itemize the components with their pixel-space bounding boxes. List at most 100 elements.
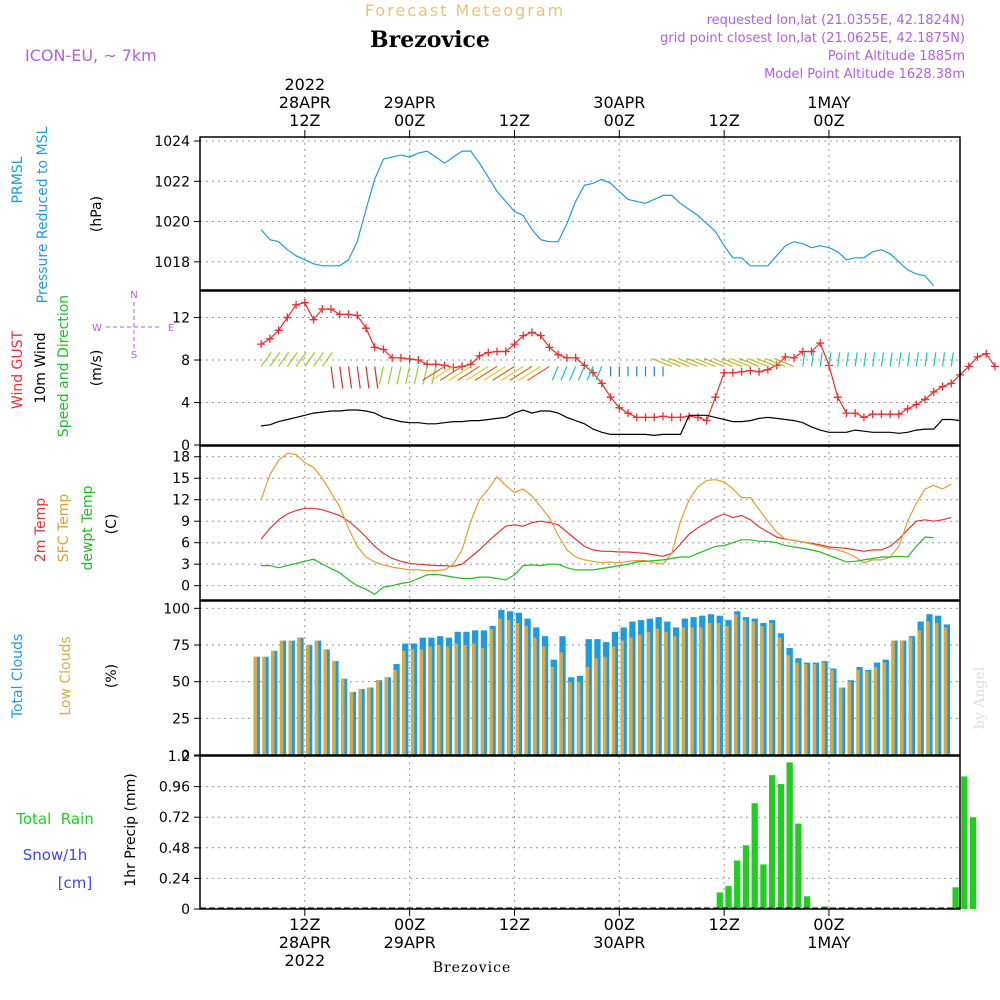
compass-s: S [131, 350, 137, 361]
wind-arrow [924, 352, 928, 367]
sfc-temp-label: SFC Temp [56, 494, 72, 563]
rain-bar [769, 775, 776, 909]
temperature-panel: 0 3 6 9 12 15 18 [172, 445, 961, 601]
low-cloud-bar [340, 678, 345, 755]
wind-arrow [304, 352, 316, 367]
low-cloud-bar [323, 649, 327, 755]
time-label: 30APR [593, 933, 645, 952]
wind-unit: (m/s) [89, 350, 105, 387]
y-tick-label: 0.96 [159, 780, 190, 796]
time-label: 12Z [499, 111, 530, 130]
low-cloud-bar [917, 630, 922, 755]
gust-marker [781, 352, 790, 361]
time-label: 29APR [384, 933, 436, 952]
wind-arrow [703, 357, 725, 367]
y-tick-label: 50 [172, 675, 190, 691]
low-cloud-bar [349, 691, 354, 755]
low-cloud-bar [865, 671, 869, 755]
time-label: 12Z [708, 915, 739, 934]
gust-marker [728, 368, 737, 377]
low-cloud-bar [908, 637, 913, 755]
rain-bar [725, 886, 732, 909]
precip-labels: Total Rain Snow/1h [cm] 1hr Precip (mm) [15, 773, 139, 892]
low-cloud-bar [498, 618, 502, 755]
gust-marker [440, 361, 449, 370]
gust-marker [676, 413, 685, 422]
low-cloud-bar [725, 625, 729, 755]
low-cloud-bar [769, 623, 773, 755]
y-tick-label: 3 [181, 557, 190, 573]
wind-arrow [295, 352, 307, 367]
wind-arrow [915, 352, 919, 367]
low-cloud-bar [935, 623, 939, 755]
gust-marker [283, 313, 292, 322]
wind-arrow [854, 352, 858, 367]
gust-marker [641, 413, 650, 422]
wind-arrow [448, 365, 472, 381]
gust-marker [606, 393, 615, 402]
y-tick-label: 1020 [154, 215, 190, 231]
low-cloud-bar [524, 625, 528, 755]
y-tick-label: 8 [181, 353, 190, 369]
gust-marker [903, 404, 912, 413]
wind-arrow [819, 352, 823, 367]
low-cloud-bar [856, 669, 860, 755]
low-cloud-bar [690, 627, 694, 755]
low-cloud-bar [611, 646, 616, 755]
model-altitude: Model Point Altitude 1628.38m [764, 67, 965, 82]
panel-frame [199, 755, 961, 910]
compass-rose: N S W E [92, 290, 174, 361]
gust-marker [702, 416, 711, 425]
low-cloud-bar [480, 647, 485, 755]
time-label: 12Z [289, 915, 320, 934]
y-tick-label: 12 [172, 493, 190, 509]
gust-marker [615, 403, 624, 412]
rain-bar [969, 817, 977, 909]
low-cloud-bar [926, 621, 930, 755]
wind-arrow [712, 357, 734, 367]
compass-w: W [92, 323, 102, 334]
series-line-2m-temp [260, 507, 952, 567]
time-label: 28APR [279, 93, 331, 112]
low-cloud-bar [550, 667, 555, 755]
model-label: ICON-EU, ~ 7km [25, 46, 157, 65]
low-cloud-bar [603, 656, 607, 755]
product-title: Forecast Meteogram [365, 1, 565, 20]
low-cloud-bar [742, 620, 747, 755]
gust-marker [265, 334, 274, 343]
low-cloud-bar [332, 661, 336, 755]
wind-arrow [387, 366, 393, 385]
series-line-sfc-temp [260, 452, 952, 572]
wind-arrow [509, 365, 533, 381]
wind-arrow [686, 357, 707, 367]
pressure-unit: (hPa) [89, 196, 105, 232]
location-title: Brezovice [370, 27, 490, 53]
wind-arrow [431, 365, 454, 381]
gust-marker [327, 305, 336, 314]
gust-marker [597, 379, 606, 388]
low-cloud-bar [873, 667, 878, 755]
time-label: 30APR [593, 93, 645, 112]
gust-marker [990, 362, 999, 371]
wind-labels: Wind GUST 10m Wind Speed and Direction (… [10, 290, 174, 437]
clouds-labels: Total Clouds Low Clouds (%) [10, 634, 120, 719]
low-cloud-bar [751, 621, 756, 755]
low-cloud-bar [672, 636, 677, 755]
panel-frame [199, 290, 961, 446]
y-tick-label: 1022 [154, 174, 190, 190]
low-cloud-bar [463, 645, 467, 755]
low-cloud-bar [375, 680, 380, 755]
wind-arrow [569, 366, 577, 381]
series-line-dewpt-temp [261, 536, 934, 596]
y-tick-label: 12 [172, 311, 190, 327]
gust-marker [650, 413, 659, 422]
low-cloud-bar [367, 687, 371, 755]
gust-marker [842, 409, 851, 418]
low-cloud-bar [734, 614, 738, 755]
rain-bar [734, 860, 741, 909]
time-label: 1MAY [807, 933, 851, 952]
snow-label: Snow/1h [23, 846, 88, 864]
gust-marker [370, 343, 379, 352]
rain-bar [795, 823, 802, 909]
